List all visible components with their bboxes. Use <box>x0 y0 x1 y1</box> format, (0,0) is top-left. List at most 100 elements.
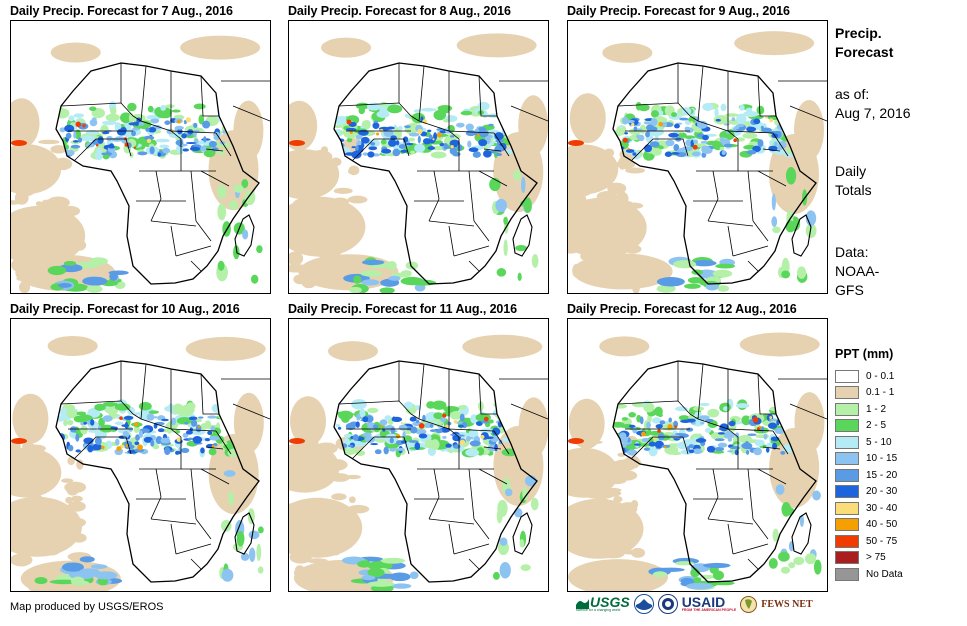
country-border <box>727 523 734 555</box>
legend-label: > 75 <box>866 552 886 564</box>
drizzle-area <box>180 35 261 60</box>
coastline <box>333 360 538 583</box>
country-border <box>150 198 162 222</box>
country-border <box>132 413 182 438</box>
panel-title: Daily Precip. Forecast for 9 Aug., 2016 <box>567 4 790 18</box>
usgs-logo: USGS science for a changing world <box>576 595 630 613</box>
fewsnet-globe-icon <box>740 595 758 613</box>
country-border <box>478 75 497 117</box>
country-border <box>170 225 177 257</box>
country-border <box>73 138 132 162</box>
country-border <box>757 373 776 415</box>
country-border <box>757 170 787 187</box>
country-border <box>140 363 147 420</box>
drizzle-area <box>569 93 606 144</box>
legend-item: 10 - 15 <box>835 451 903 468</box>
country-border <box>630 436 689 460</box>
drizzle-area <box>456 33 537 58</box>
country-border <box>712 468 719 498</box>
country-border <box>697 65 704 122</box>
country-border <box>200 75 219 117</box>
legend-item: 2 - 5 <box>835 418 903 435</box>
forecast-map <box>10 20 271 294</box>
country-border <box>473 220 490 242</box>
country-border <box>410 115 460 140</box>
country-border <box>170 428 217 432</box>
country-border <box>483 148 502 152</box>
country-border <box>468 260 480 272</box>
coastline <box>333 62 538 285</box>
legend-item: 20 - 30 <box>835 484 903 501</box>
legend-item: 1 - 2 <box>835 401 903 418</box>
country-border <box>150 518 197 525</box>
legend-item: 50 - 75 <box>835 533 903 550</box>
fewsnet-text: FEWS NET <box>761 598 813 610</box>
country-border <box>190 170 197 222</box>
drizzle-area <box>602 42 653 63</box>
madagascar-outline <box>512 214 533 257</box>
country-border <box>448 523 455 555</box>
country-border <box>428 496 440 520</box>
legend-label: 40 - 50 <box>866 519 898 531</box>
country-border <box>697 363 704 420</box>
country-border <box>772 430 789 455</box>
usaid-seal-icon <box>657 594 678 614</box>
country-border <box>448 225 455 257</box>
legend-swatch <box>835 419 859 433</box>
madagascar-outline <box>234 512 255 555</box>
drizzle-area <box>233 392 264 453</box>
country-border <box>410 413 460 438</box>
country-border <box>630 138 689 162</box>
country-border <box>140 65 147 122</box>
legend-swatch <box>835 468 859 482</box>
country-border <box>175 543 212 555</box>
country-border <box>175 245 212 257</box>
country-border <box>493 132 510 157</box>
legend-label: 2 - 5 <box>866 420 887 432</box>
legend-item: 40 - 50 <box>835 517 903 534</box>
legend-item: 0 - 0.1 <box>835 368 903 385</box>
drizzle-area <box>462 334 543 359</box>
country-border <box>221 378 270 420</box>
country-border <box>453 245 490 257</box>
country-border <box>747 170 754 222</box>
country-border <box>150 496 162 520</box>
country-border <box>732 543 769 555</box>
legend-swatch <box>835 435 859 449</box>
country-border <box>473 518 490 540</box>
country-border <box>483 446 502 450</box>
coastline <box>612 62 817 285</box>
legend-label: 0 - 0.1 <box>866 370 895 382</box>
rain-belt <box>56 399 241 458</box>
drizzle-area <box>599 336 650 357</box>
forecast-map <box>288 20 549 294</box>
country-border <box>205 148 224 152</box>
country-border <box>752 220 769 242</box>
country-border <box>493 430 510 455</box>
legend-label: 0.1 - 1 <box>866 387 895 399</box>
drizzle-area <box>794 99 825 160</box>
legend-swatch <box>835 534 859 548</box>
legend-item: 5 - 10 <box>835 434 903 451</box>
drizzle-area <box>734 31 815 56</box>
country-border <box>428 198 440 222</box>
legend-swatch <box>835 501 859 515</box>
drizzle-area <box>739 332 820 357</box>
country-border <box>727 130 774 134</box>
coastline <box>612 360 817 583</box>
legend-label: 30 - 40 <box>866 502 898 514</box>
country-border <box>712 170 719 200</box>
madagascar-outline <box>791 214 812 257</box>
panel-title: Daily Precip. Forecast for 7 Aug., 2016 <box>10 4 233 18</box>
madagascar-outline <box>791 512 812 555</box>
drizzle-area <box>518 397 548 458</box>
legend-swatch <box>835 551 859 565</box>
usaid-tagline: FROM THE AMERICAN PEOPLE <box>681 608 737 613</box>
country-border <box>195 518 212 540</box>
drizzle-area <box>50 42 101 63</box>
country-border <box>170 130 217 134</box>
country-border <box>762 446 781 450</box>
country-border <box>757 75 776 117</box>
legend-label: 1 - 2 <box>866 403 887 415</box>
legend-label: 50 - 75 <box>866 535 898 547</box>
